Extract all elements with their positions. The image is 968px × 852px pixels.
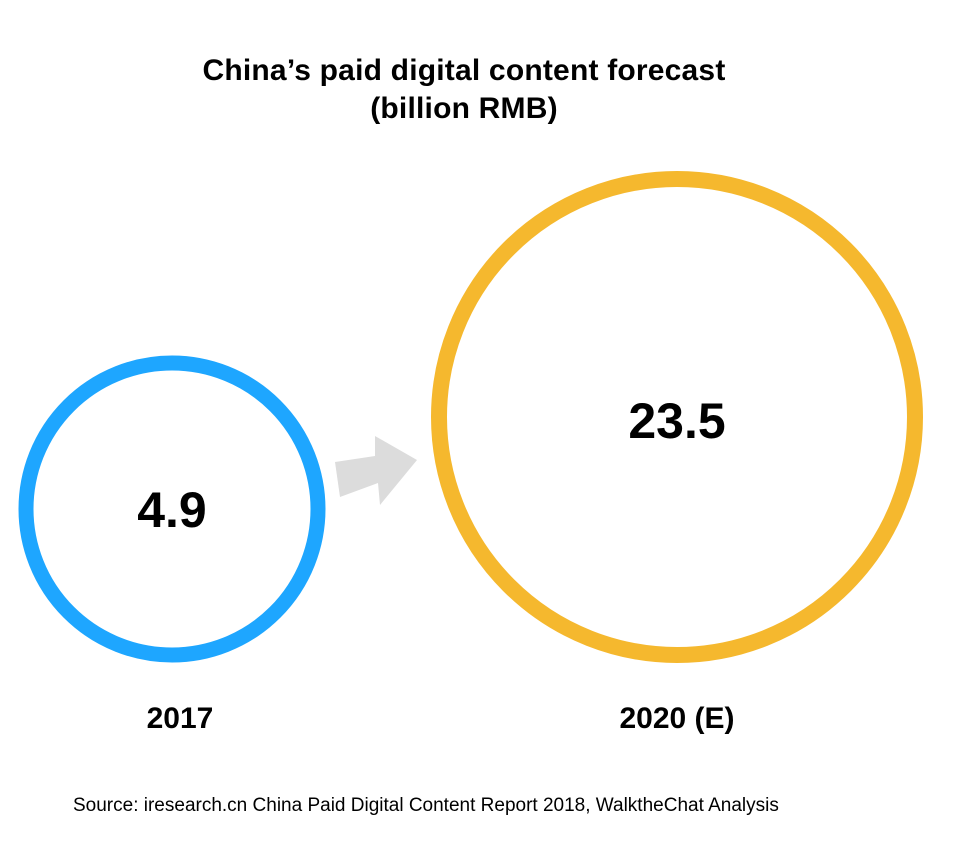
category-label-2020-e: 2020 (E) — [619, 702, 734, 735]
chart-title: China’s paid digital content forecast — [202, 54, 726, 87]
bubble-2017 — [18, 355, 326, 663]
category-label-2017: 2017 — [147, 702, 214, 735]
chart-subtitle-unit: (billion RMB) — [370, 92, 558, 125]
source-note: Source: iresearch.cn China Paid Digital … — [73, 795, 779, 816]
growth-arrow-icon — [335, 436, 417, 505]
bubble-2020-e — [431, 171, 923, 663]
value-label-2017: 4.9 — [137, 482, 207, 538]
bubble-chart: 4.9 2017 23.5 2020 (E) — [18, 171, 923, 735]
value-label-2020-e: 23.5 — [628, 393, 725, 449]
